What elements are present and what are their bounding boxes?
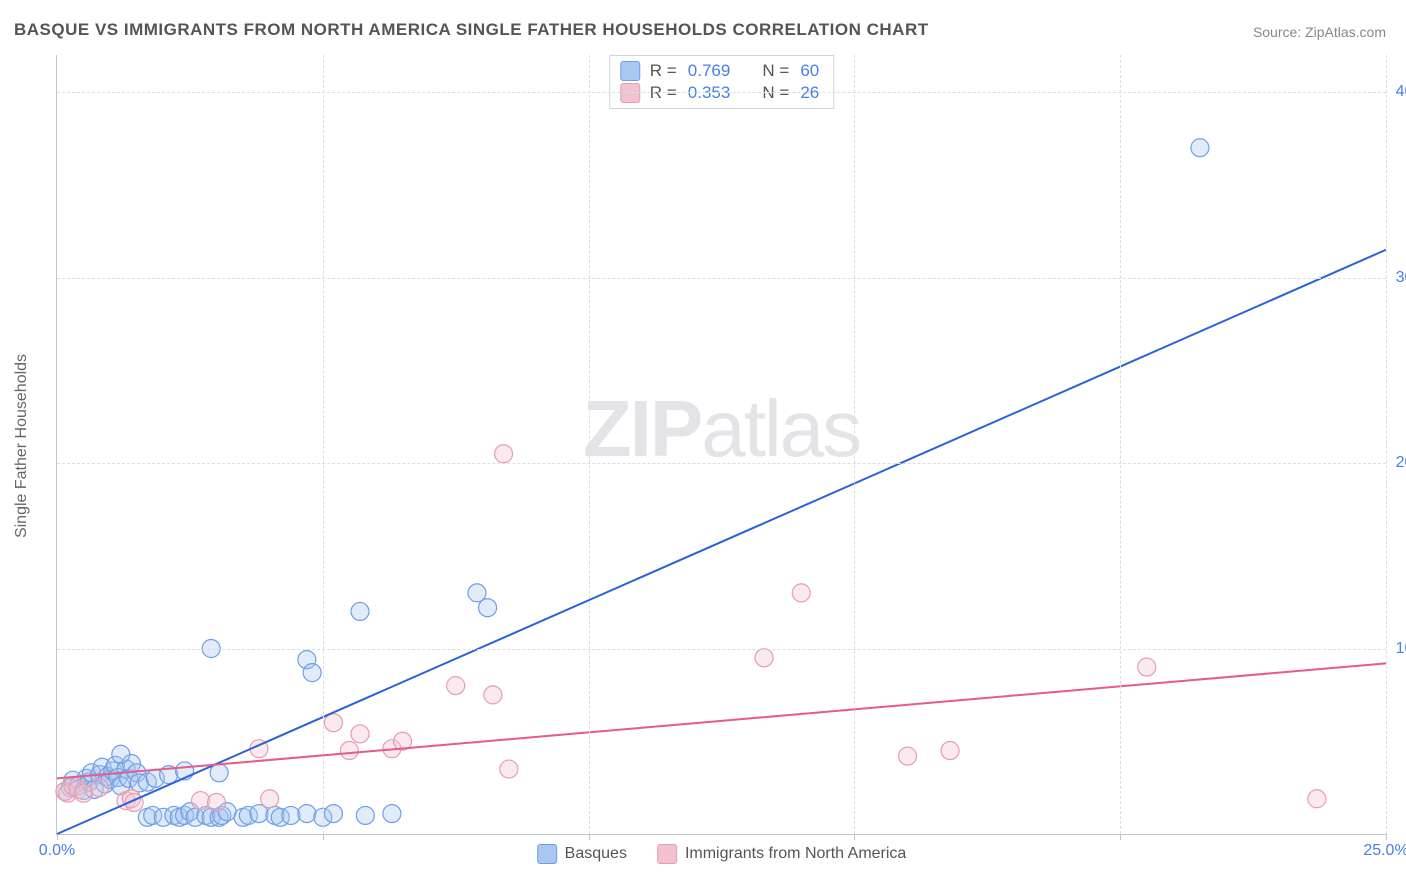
stats-row-basques: R = 0.769 N = 60	[620, 60, 819, 82]
scatter-point	[356, 806, 374, 824]
scatter-point	[500, 760, 518, 778]
scatter-point	[303, 664, 321, 682]
x-tick	[589, 834, 590, 840]
scatter-point	[941, 742, 959, 760]
n-label: N =	[762, 61, 790, 81]
x-tick	[1386, 834, 1387, 840]
gridline	[57, 278, 1386, 279]
y-tick-label: 10.0%	[1396, 640, 1406, 658]
r-label: R =	[650, 61, 678, 81]
swatch-basques-2	[537, 844, 557, 864]
scatter-point	[792, 584, 810, 602]
scatter-point	[479, 599, 497, 617]
scatter-point	[899, 747, 917, 765]
vgridline	[589, 55, 590, 834]
x-tick	[1120, 834, 1121, 840]
scatter-point	[192, 792, 210, 810]
gridline	[57, 92, 1386, 93]
trend-line	[57, 663, 1386, 778]
x-tick	[57, 834, 58, 840]
y-tick-label: 30.0%	[1396, 269, 1406, 287]
scatter-point	[75, 784, 93, 802]
swatch-immigrants-2	[657, 844, 677, 864]
scatter-point	[207, 793, 225, 811]
scatter-point	[484, 686, 502, 704]
x-tick-label: 0.0%	[39, 842, 75, 860]
vgridline	[854, 55, 855, 834]
scatter-point	[495, 445, 513, 463]
scatter-point	[1308, 790, 1326, 808]
chart-title: BASQUE VS IMMIGRANTS FROM NORTH AMERICA …	[14, 20, 929, 40]
x-tick	[854, 834, 855, 840]
scatter-point	[282, 806, 300, 824]
scatter-point	[755, 649, 773, 667]
legend-item-immigrants: Immigrants from North America	[657, 844, 906, 864]
vgridline	[323, 55, 324, 834]
scatter-point	[340, 742, 358, 760]
legend-label-immigrants: Immigrants from North America	[685, 845, 906, 863]
y-tick-label: 40.0%	[1396, 83, 1406, 101]
gridline	[57, 463, 1386, 464]
stats-legend: R = 0.769 N = 60 R = 0.353 N = 26	[609, 55, 834, 109]
y-tick-label: 20.0%	[1396, 454, 1406, 472]
chart-svg	[57, 55, 1386, 834]
r-value-basques: 0.769	[688, 61, 731, 81]
x-tick	[323, 834, 324, 840]
source-attribution: Source: ZipAtlas.com	[1253, 24, 1386, 40]
n-value-basques: 60	[800, 61, 819, 81]
gridline	[57, 649, 1386, 650]
trend-line	[57, 250, 1386, 834]
legend-label-basques: Basques	[565, 845, 627, 863]
scatter-point	[112, 745, 130, 763]
scatter-point	[351, 725, 369, 743]
scatter-point	[324, 714, 342, 732]
scatter-point	[1138, 658, 1156, 676]
scatter-point	[383, 805, 401, 823]
y-axis-title: Single Father Households	[13, 354, 31, 538]
swatch-basques	[620, 61, 640, 81]
vgridline	[1120, 55, 1121, 834]
chart-container: BASQUE VS IMMIGRANTS FROM NORTH AMERICA …	[0, 0, 1406, 892]
scatter-point	[298, 805, 316, 823]
scatter-point	[324, 805, 342, 823]
scatter-point	[1191, 139, 1209, 157]
vgridline	[1386, 55, 1387, 834]
bottom-legend: Basques Immigrants from North America	[537, 844, 907, 864]
scatter-point	[261, 790, 279, 808]
scatter-point	[91, 779, 109, 797]
legend-item-basques: Basques	[537, 844, 627, 864]
plot-area: ZIPatlas R = 0.769 N = 60 R = 0.353 N = …	[56, 55, 1386, 835]
x-tick-label: 25.0%	[1363, 842, 1406, 860]
scatter-point	[351, 602, 369, 620]
scatter-point	[447, 677, 465, 695]
